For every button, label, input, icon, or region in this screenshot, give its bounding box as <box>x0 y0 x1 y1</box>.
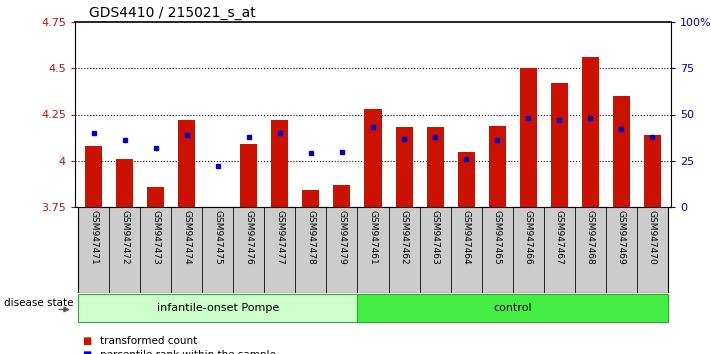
Text: control: control <box>493 303 532 313</box>
Text: ■: ■ <box>82 350 91 354</box>
Bar <box>272 120 289 207</box>
Bar <box>388 207 419 293</box>
Bar <box>458 152 475 207</box>
Bar <box>488 126 506 207</box>
Text: GDS4410 / 215021_s_at: GDS4410 / 215021_s_at <box>89 6 256 20</box>
Text: GSM947461: GSM947461 <box>368 210 378 264</box>
Text: GSM947464: GSM947464 <box>461 210 471 264</box>
Text: GSM947477: GSM947477 <box>275 210 284 264</box>
Bar <box>109 207 140 293</box>
Bar <box>202 207 233 293</box>
Bar <box>395 127 412 207</box>
Text: GSM947473: GSM947473 <box>151 210 160 264</box>
Text: GSM947479: GSM947479 <box>338 210 346 264</box>
Text: GSM947466: GSM947466 <box>524 210 533 264</box>
Bar <box>582 57 599 207</box>
Bar <box>240 144 257 207</box>
Text: GSM947462: GSM947462 <box>400 210 409 264</box>
Bar <box>78 207 109 293</box>
Bar <box>419 207 451 293</box>
Text: GSM947474: GSM947474 <box>182 210 191 264</box>
Text: GSM947469: GSM947469 <box>617 210 626 264</box>
Bar <box>264 207 295 293</box>
Bar <box>233 207 264 293</box>
Text: GSM947475: GSM947475 <box>213 210 223 264</box>
Bar <box>637 207 668 293</box>
Bar <box>147 187 164 207</box>
Text: GSM947470: GSM947470 <box>648 210 657 264</box>
Bar <box>178 120 196 207</box>
Bar <box>513 207 544 293</box>
Bar <box>365 109 382 207</box>
Text: GSM947476: GSM947476 <box>245 210 253 264</box>
Bar <box>302 190 319 207</box>
Bar <box>551 83 568 207</box>
Bar <box>326 207 358 293</box>
Text: GSM947472: GSM947472 <box>120 210 129 264</box>
Bar <box>358 207 388 293</box>
Bar <box>140 207 171 293</box>
Bar <box>520 68 537 207</box>
Bar <box>358 293 668 322</box>
Bar <box>295 207 326 293</box>
Text: disease state: disease state <box>4 298 73 308</box>
Bar <box>451 207 481 293</box>
Text: GSM947478: GSM947478 <box>306 210 316 264</box>
Text: percentile rank within the sample: percentile rank within the sample <box>100 350 276 354</box>
Bar <box>75 207 78 293</box>
Text: GSM947465: GSM947465 <box>493 210 502 264</box>
Text: infantile-onset Pompe: infantile-onset Pompe <box>156 303 279 313</box>
Text: transformed count: transformed count <box>100 336 197 346</box>
Bar <box>606 207 637 293</box>
Text: GSM947468: GSM947468 <box>586 210 595 264</box>
Bar <box>78 293 358 322</box>
Bar <box>427 127 444 207</box>
Bar <box>613 96 630 207</box>
Text: GSM947463: GSM947463 <box>431 210 439 264</box>
Bar <box>644 135 661 207</box>
Text: GSM947467: GSM947467 <box>555 210 564 264</box>
Text: ■: ■ <box>82 336 91 346</box>
Bar <box>116 159 133 207</box>
Text: GSM947471: GSM947471 <box>89 210 98 264</box>
Bar <box>574 207 606 293</box>
Bar <box>171 207 202 293</box>
Bar <box>481 207 513 293</box>
Bar <box>85 146 102 207</box>
Bar <box>544 207 574 293</box>
Bar <box>333 185 351 207</box>
